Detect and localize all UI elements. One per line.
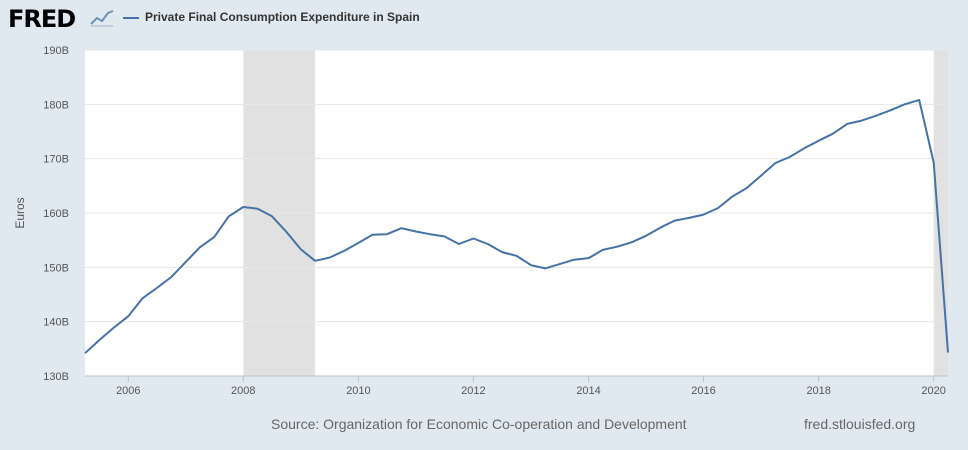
legend-line-swatch	[123, 17, 139, 19]
y-tick-label: 170B	[43, 154, 69, 166]
x-tick-label: 2014	[576, 385, 600, 397]
y-axis-label: Euros	[13, 197, 27, 228]
chart-title: Private Final Consumption Expenditure in…	[145, 10, 420, 24]
y-axis-ticks: 130B 140B 150B 160B 170B 180B 190B	[43, 45, 69, 383]
fred-logo[interactable]: FRED	[8, 5, 76, 33]
source-text: Source: Organization for Economic Co-ope…	[271, 416, 687, 432]
line-graph-icon	[89, 8, 115, 28]
y-tick-label: 190B	[43, 45, 69, 57]
y-tick-label: 140B	[43, 317, 69, 329]
y-tick-label: 150B	[43, 262, 69, 274]
series-group	[84, 99, 949, 354]
x-tick-label: 2010	[346, 385, 370, 397]
series-line[interactable]	[84, 99, 949, 354]
x-axis-ticks: 2006 2008 2010 2012 2014 2016 2018 2020	[116, 376, 946, 397]
x-tick-label: 2016	[691, 385, 715, 397]
x-tick-label: 2018	[806, 385, 830, 397]
grid-lines	[85, 49, 948, 323]
x-tick-label: 2012	[461, 385, 485, 397]
chart-header: FRED Private Final Consumption Expenditu…	[0, 0, 968, 40]
x-tick-label: 2008	[231, 385, 255, 397]
y-tick-label: 180B	[43, 99, 69, 111]
fred-url-link[interactable]: fred.stlouisfed.org	[804, 416, 916, 432]
y-tick-label: 130B	[43, 371, 69, 383]
y-tick-label: 160B	[43, 208, 69, 220]
x-tick-label: 2006	[116, 385, 140, 397]
x-tick-label: 2020	[921, 385, 945, 397]
